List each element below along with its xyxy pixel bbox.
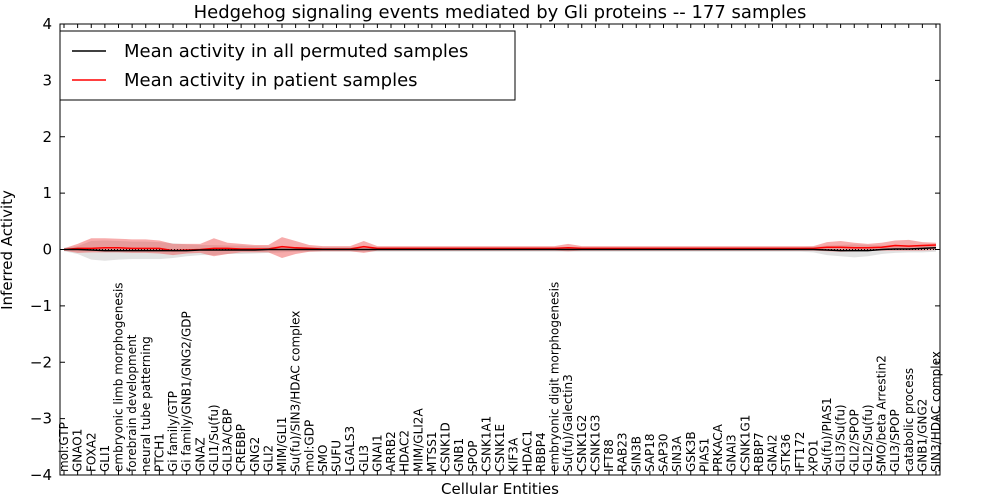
x-tick-label: MIM/GLI1 <box>275 417 289 472</box>
x-tick-label: embryonic limb morphogenesis <box>112 282 126 472</box>
x-tick-label: GLI3A/CBP <box>221 409 235 472</box>
y-tick-label: −1 <box>30 297 52 315</box>
x-tick-label: Gi family/GTP <box>166 391 180 472</box>
x-tick-label: IFT172 <box>793 432 807 472</box>
x-tick-label: HDAC1 <box>520 430 534 472</box>
x-tick-label: SAP18 <box>643 433 657 472</box>
legend-label-1: Mean activity in all permuted samples <box>124 41 468 62</box>
x-tick-label: Su(fu)/Galectin3 <box>561 374 575 472</box>
legend-label-2: Mean activity in patient samples <box>124 70 418 91</box>
x-tick-label: Su(fu)/SIN3/HDAC complex <box>289 311 303 472</box>
x-tick-label: GSK3B <box>684 431 698 472</box>
x-tick-label: GLI1/Su(fu) <box>207 404 221 472</box>
x-tick-label: GNB1/GNG2 <box>915 399 929 472</box>
x-tick-label: GNB1 <box>452 438 466 472</box>
x-tick-label: embryonic digit morphogenesis <box>548 282 562 472</box>
y-tick-label: −3 <box>30 410 52 428</box>
x-tick-label: CSNK1A1 <box>479 416 493 472</box>
x-tick-label: PIAS1 <box>697 438 711 472</box>
x-tick-label: mol:GDP <box>302 420 316 472</box>
y-tick-label: 4 <box>42 15 52 33</box>
x-tick-label: IFT88 <box>602 439 616 472</box>
series-line-2 <box>63 244 937 252</box>
x-tick-label: GNAI1 <box>370 434 384 472</box>
x-tick-label: GNAI3 <box>725 434 739 472</box>
x-tick-label: LGALS3 <box>343 426 357 472</box>
x-tick-label: GLI2/Su(fu) <box>861 404 875 472</box>
x-tick-label: SMO <box>316 445 330 472</box>
y-tick-label: 1 <box>42 184 52 202</box>
x-tick-label: CSNK1D <box>439 422 453 472</box>
x-tick-label: MIM/GLI2A <box>411 408 425 472</box>
x-tick-label: XPO1 <box>806 439 820 472</box>
x-tick-label: STK36 <box>779 434 793 472</box>
x-tick-label: GLI3 <box>357 445 371 472</box>
x-tick-label: GNG2 <box>248 437 262 472</box>
x-tick-label: GLI2/SPOP <box>847 409 861 472</box>
x-tick-label: RBBP4 <box>534 432 548 472</box>
x-tick-label: FOXA2 <box>84 432 98 472</box>
x-tick-label: CSNK1G3 <box>588 415 602 472</box>
x-tick-label: GLI3/SPOP <box>888 409 902 472</box>
x-tick-label: neural tube patterning <box>139 336 153 472</box>
y-tick-label: 0 <box>42 241 52 259</box>
series-band-2 <box>64 237 936 258</box>
y-tick-label: −4 <box>30 466 52 484</box>
x-tick-label: ARRB2 <box>384 431 398 472</box>
x-tick-label: PTCH1 <box>152 433 166 472</box>
legend: Mean activity in all permuted samples Mea… <box>59 30 516 101</box>
x-tick-label: SUFU <box>330 440 344 472</box>
x-tick-label: KIF3A <box>507 437 521 472</box>
x-tick-label: CSNK1G2 <box>575 415 589 472</box>
x-tick-label: SAP30 <box>657 433 671 472</box>
x-tick-label: GNAI2 <box>766 434 780 472</box>
x-tick-label: GNAO1 <box>71 429 85 472</box>
x-tick-label: SPOP <box>466 440 480 472</box>
series-band-1 <box>64 240 936 261</box>
x-tick-label: GLI3/Su(fu) <box>834 404 848 472</box>
x-tick-label: RAB23 <box>616 432 630 472</box>
y-axis-label: Inferred Activity <box>0 190 16 310</box>
x-tick-label: SIN3A <box>670 435 684 472</box>
x-tick-label: forebrain development <box>125 334 139 472</box>
x-tick-label: catabolic process <box>902 368 916 472</box>
x-tick-label: GLI1 <box>98 445 112 472</box>
y-tick-label: 2 <box>42 128 52 146</box>
x-tick-label: SMO/beta Arrestin2 <box>875 355 889 472</box>
x-tick-label: HDAC2 <box>398 430 412 472</box>
x-tick-label: SIN3B <box>629 436 643 472</box>
y-tick-label: −2 <box>30 353 52 371</box>
legend-box <box>59 30 516 101</box>
series-line-1 <box>64 247 937 252</box>
y-tick-label: 3 <box>42 71 52 89</box>
x-tick-label: Su(fu)/PIAS1 <box>820 397 834 472</box>
x-tick-label: mol:GTP <box>57 422 71 472</box>
x-tick-label: GNAZ <box>193 437 207 472</box>
x-tick-label: GLI2 <box>261 445 275 472</box>
x-tick-label: PRKACA <box>711 423 725 472</box>
x-axis-label: Cellular Entities <box>441 480 559 498</box>
x-tick-label: Gi family/GNB1/GNG2/GDP <box>180 311 194 472</box>
x-tick-label: CSNK1G1 <box>738 415 752 472</box>
x-tick-label: CREBBP <box>234 424 248 472</box>
x-tick-label: CSNK1E <box>493 424 507 472</box>
chart-title: Hedgehog signaling events mediated by Gl… <box>194 2 807 23</box>
x-tick-label: RBBP7 <box>752 432 766 472</box>
x-tick-label: SIN3/HDAC complex <box>929 351 943 472</box>
x-tick-label: MTSS1 <box>425 431 439 472</box>
